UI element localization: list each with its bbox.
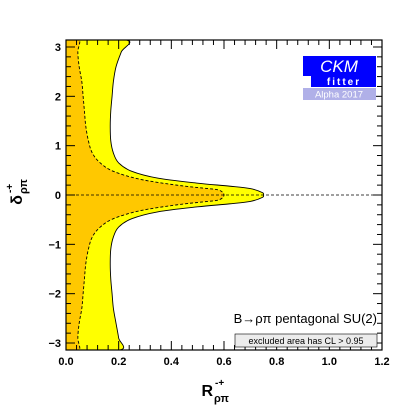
y-axis-title-sub: ρπ [18,179,30,194]
logo-fitter-text: fitter [327,77,361,88]
x-tick-label: 1.0 [322,356,337,368]
x-tick-label: 0.8 [269,356,284,368]
y-axis-title-sup: -+ [5,184,16,193]
cl-note-text: excluded area has CL > 0.95 [249,336,364,346]
x-tick-label: 0.0 [58,356,73,368]
logo-ckm-text: CKM [320,57,359,76]
logo-bottom-box [303,88,376,100]
logo-year-text: Alpha 2017 [315,90,363,101]
y-tick-label: 2 [55,91,61,103]
x-axis-title-sup: -+ [215,378,224,389]
x-tick-label: 0.2 [111,356,126,368]
logo-top-box [303,56,376,76]
y-tick-label: −1 [48,239,61,251]
logo-middle-box [303,76,376,87]
x-tick-label: 0.6 [216,356,231,368]
x-axis-title-sub: ρπ [214,393,229,405]
y-tick-label: 0 [55,190,61,202]
cl-note-box [234,333,378,348]
process-annotation: B→ρπ pentagonal SU(2) [234,311,377,326]
y-axis-title: δ -+ ρπ [5,179,30,205]
y-axis-title-main: δ [9,195,26,205]
logo-white-notch [303,76,311,87]
ckmfitter-logo: CKM fitter Alpha 2017 [303,56,376,101]
contour-regions [66,40,265,350]
x-tick-label: 1.2 [374,356,389,368]
y-tick-label: −2 [48,289,61,301]
x-axis-title-main: R [201,383,213,400]
y-tick-label: 1 [55,141,61,153]
x-tick-label: 0.4 [164,356,180,368]
y-tick-label: 3 [55,42,61,54]
y-tick-label: −3 [48,338,61,350]
